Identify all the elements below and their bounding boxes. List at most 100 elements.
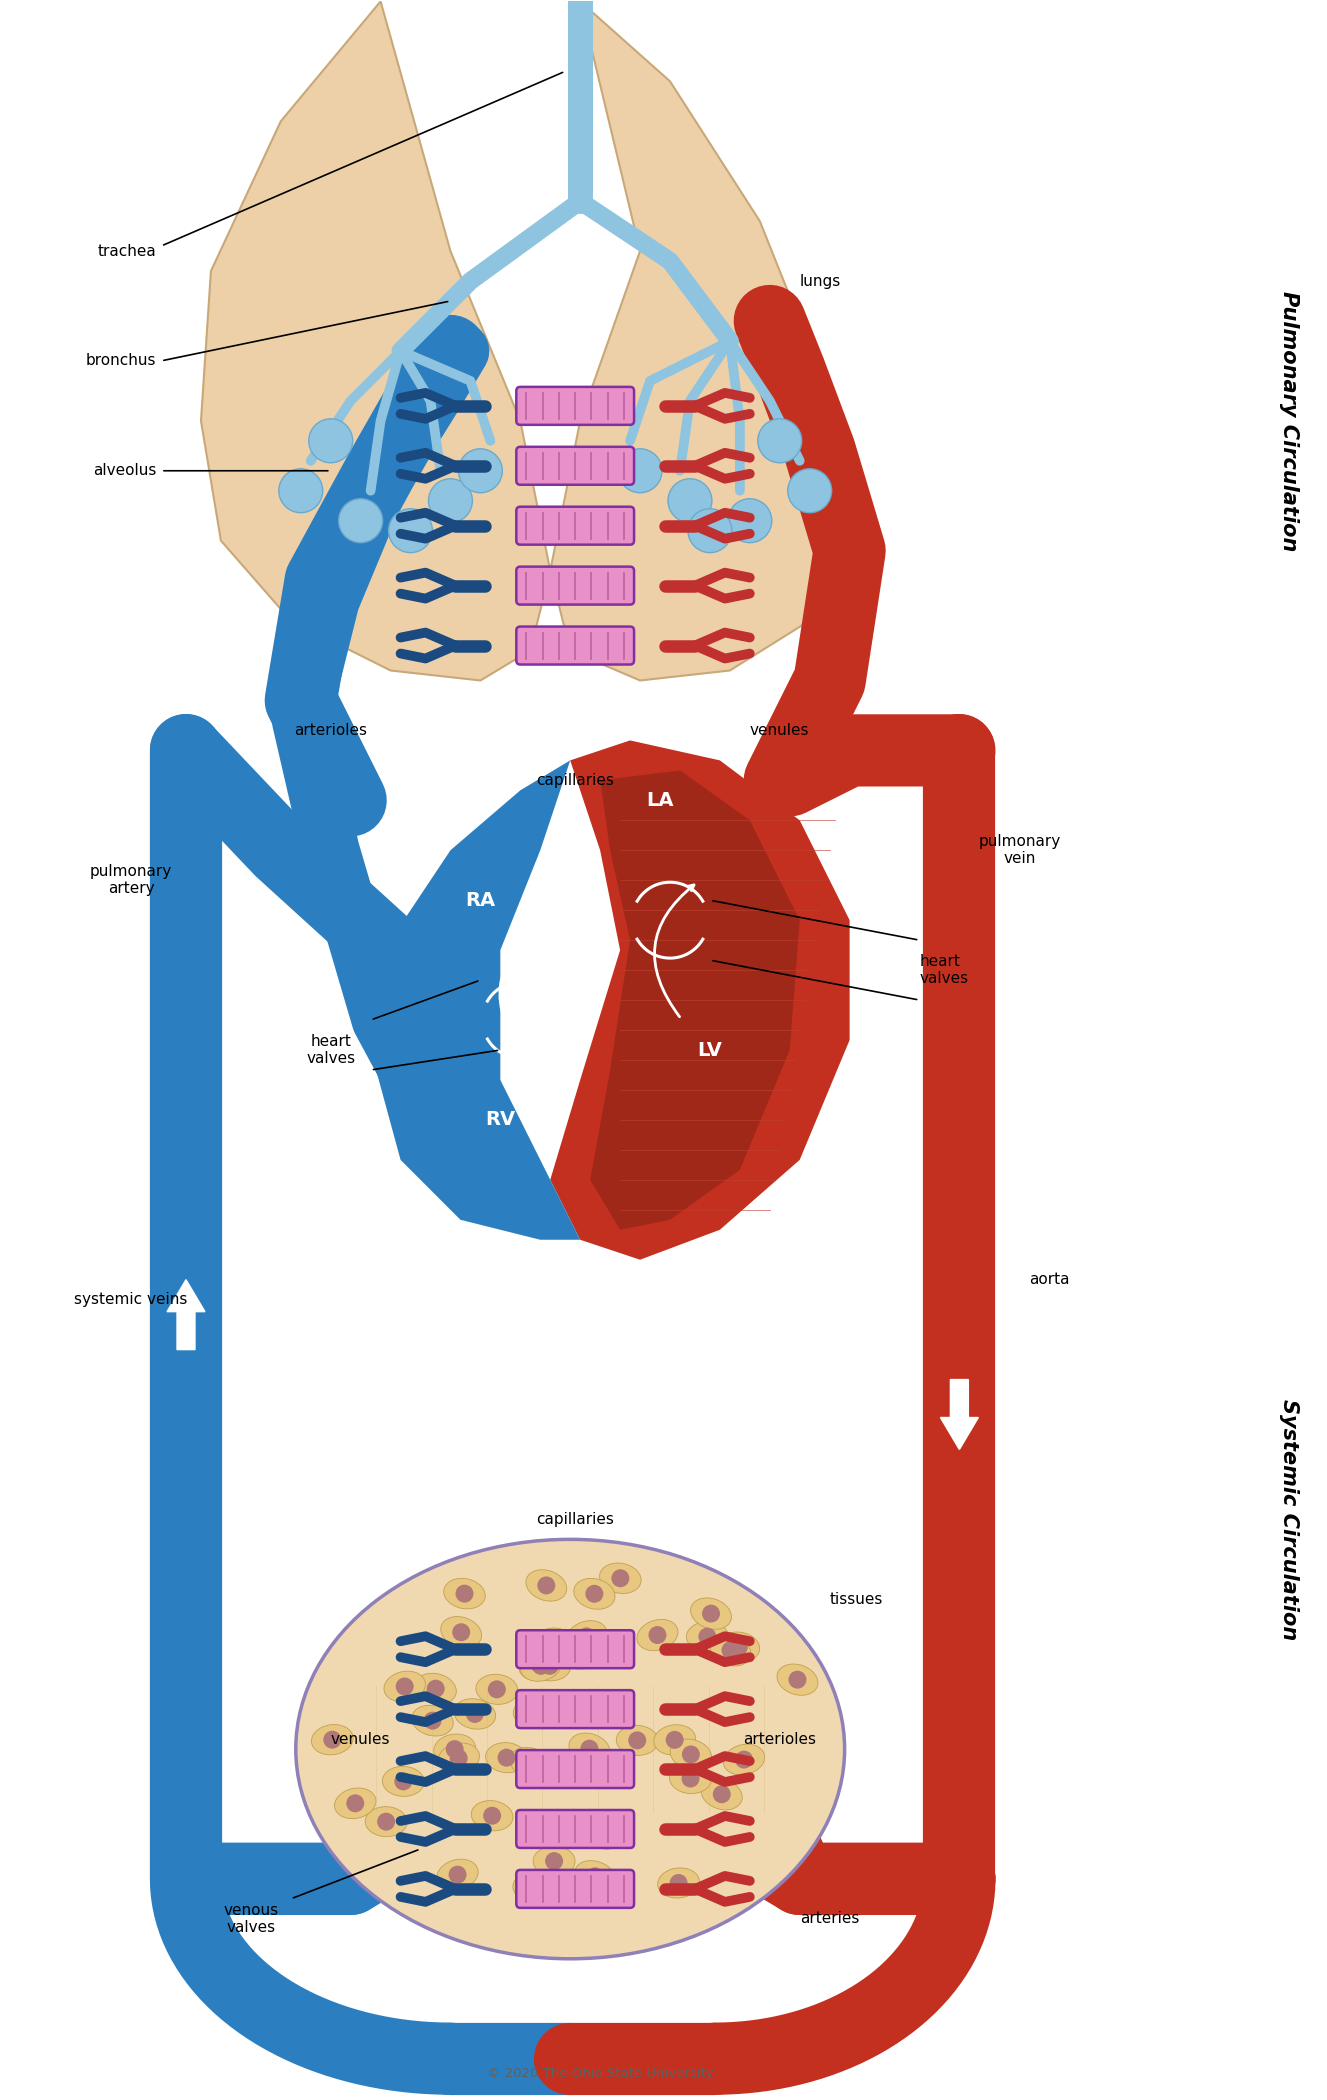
Ellipse shape xyxy=(569,1732,610,1764)
FancyArrow shape xyxy=(941,1380,978,1449)
Polygon shape xyxy=(551,741,849,1260)
Circle shape xyxy=(524,1880,543,1896)
Circle shape xyxy=(346,1793,364,1812)
Circle shape xyxy=(758,418,802,462)
Circle shape xyxy=(682,1745,699,1764)
FancyBboxPatch shape xyxy=(516,386,634,424)
Circle shape xyxy=(324,1730,341,1749)
Ellipse shape xyxy=(575,1861,616,1892)
Circle shape xyxy=(618,449,662,493)
FancyBboxPatch shape xyxy=(516,1749,634,1787)
Ellipse shape xyxy=(312,1724,353,1756)
Ellipse shape xyxy=(529,1628,571,1659)
Circle shape xyxy=(573,1644,591,1663)
Text: arterioles: arterioles xyxy=(295,722,368,737)
FancyBboxPatch shape xyxy=(516,447,634,485)
Circle shape xyxy=(667,479,711,523)
Text: capillaries: capillaries xyxy=(536,773,614,788)
Text: LA: LA xyxy=(646,792,674,811)
Text: venules: venules xyxy=(750,722,809,737)
Circle shape xyxy=(735,1751,752,1768)
Ellipse shape xyxy=(585,1819,628,1850)
Circle shape xyxy=(423,1712,442,1730)
Circle shape xyxy=(466,1705,484,1722)
Circle shape xyxy=(682,1770,699,1787)
Circle shape xyxy=(713,1785,731,1804)
Ellipse shape xyxy=(690,1598,731,1630)
Circle shape xyxy=(587,1867,604,1886)
Ellipse shape xyxy=(520,1651,561,1682)
Text: arterioles: arterioles xyxy=(743,1732,816,1747)
Circle shape xyxy=(698,1628,717,1646)
Ellipse shape xyxy=(658,1867,699,1898)
Circle shape xyxy=(498,1749,515,1766)
Text: systemic veins: systemic veins xyxy=(74,1292,188,1306)
Circle shape xyxy=(722,1642,739,1659)
Polygon shape xyxy=(551,2,840,680)
Text: Systemic Circulation: Systemic Circulation xyxy=(1279,1399,1299,1640)
Circle shape xyxy=(545,1852,563,1871)
Ellipse shape xyxy=(525,1569,567,1600)
Circle shape xyxy=(394,1772,413,1791)
Circle shape xyxy=(532,1657,549,1676)
Ellipse shape xyxy=(437,1858,478,1890)
Ellipse shape xyxy=(443,1579,486,1609)
Circle shape xyxy=(427,1680,445,1697)
Ellipse shape xyxy=(718,1632,759,1663)
Circle shape xyxy=(580,1739,598,1758)
Polygon shape xyxy=(200,2,551,680)
Text: alveolus: alveolus xyxy=(93,464,157,479)
Circle shape xyxy=(389,508,433,552)
Circle shape xyxy=(730,1638,748,1657)
Text: Pulmonary Circulation: Pulmonary Circulation xyxy=(1279,290,1299,550)
Ellipse shape xyxy=(670,1739,711,1770)
Circle shape xyxy=(583,1699,600,1718)
Circle shape xyxy=(541,1634,560,1653)
FancyBboxPatch shape xyxy=(516,626,634,664)
Ellipse shape xyxy=(529,1651,571,1680)
Ellipse shape xyxy=(486,1743,527,1772)
Circle shape xyxy=(279,468,322,512)
FancyBboxPatch shape xyxy=(516,567,634,605)
Circle shape xyxy=(449,1865,467,1884)
Circle shape xyxy=(687,508,733,552)
Ellipse shape xyxy=(723,1745,764,1774)
Ellipse shape xyxy=(686,1621,729,1651)
Text: arteries: arteries xyxy=(800,1911,860,1926)
Ellipse shape xyxy=(384,1672,426,1701)
Polygon shape xyxy=(591,771,800,1231)
Text: © 2020 The Ohio State University: © 2020 The Ohio State University xyxy=(487,2066,714,2081)
Circle shape xyxy=(537,1577,555,1594)
FancyBboxPatch shape xyxy=(516,1630,634,1667)
Ellipse shape xyxy=(411,1705,454,1737)
Circle shape xyxy=(525,1703,543,1720)
Circle shape xyxy=(577,1628,596,1646)
Text: tissues: tissues xyxy=(829,1592,882,1606)
Circle shape xyxy=(450,1749,467,1768)
Ellipse shape xyxy=(616,1726,658,1756)
Text: venous
valves: venous valves xyxy=(223,1903,279,1934)
Ellipse shape xyxy=(296,1539,844,1959)
Ellipse shape xyxy=(441,1617,482,1648)
Text: aorta: aorta xyxy=(1028,1273,1070,1287)
Ellipse shape xyxy=(454,1699,495,1728)
Circle shape xyxy=(377,1812,395,1831)
Circle shape xyxy=(395,1678,414,1695)
Text: RA: RA xyxy=(466,890,495,909)
Ellipse shape xyxy=(670,1764,711,1793)
Text: lungs: lungs xyxy=(800,273,841,288)
Ellipse shape xyxy=(438,1743,479,1774)
Circle shape xyxy=(483,1806,502,1825)
Circle shape xyxy=(488,1680,506,1699)
Text: pulmonary
artery: pulmonary artery xyxy=(90,863,173,897)
Ellipse shape xyxy=(533,1846,575,1875)
Circle shape xyxy=(453,1623,470,1642)
Ellipse shape xyxy=(365,1806,407,1838)
Circle shape xyxy=(702,1604,721,1623)
Circle shape xyxy=(612,1569,629,1588)
Circle shape xyxy=(429,479,472,523)
Ellipse shape xyxy=(514,1873,555,1903)
Circle shape xyxy=(455,1586,474,1602)
Circle shape xyxy=(649,1625,666,1644)
Ellipse shape xyxy=(567,1621,606,1653)
